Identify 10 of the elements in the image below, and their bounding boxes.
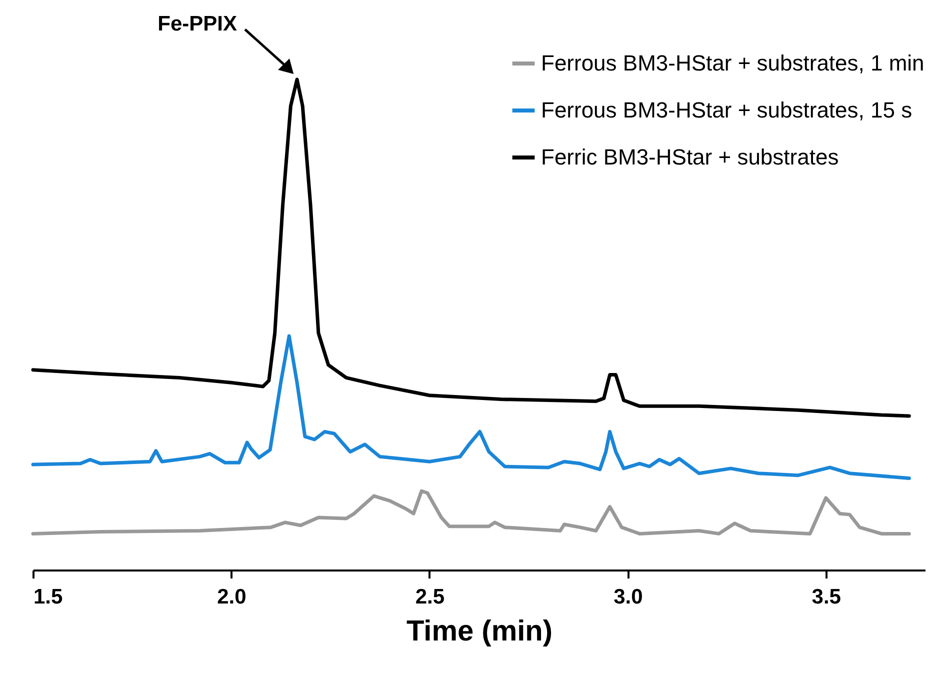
x-axis-title: Time (min) (406, 616, 553, 648)
x-tick-label: 3.5 (812, 586, 842, 608)
legend-label: Ferrous BM3-HStar + substrates, 1 min (541, 50, 924, 76)
legend-label: Ferrous BM3-HStar + substrates, 15 s (541, 98, 912, 122)
x-tick-label: 3.0 (614, 586, 643, 608)
x-tick-label: 2.5 (415, 586, 445, 608)
text: Fe-PPIX (158, 12, 238, 36)
x-tick-label: 2.0 (217, 586, 246, 608)
legend-label: Ferric BM3-HStar + substrates (541, 144, 839, 170)
x-tick-label: 1.5 (34, 586, 64, 608)
